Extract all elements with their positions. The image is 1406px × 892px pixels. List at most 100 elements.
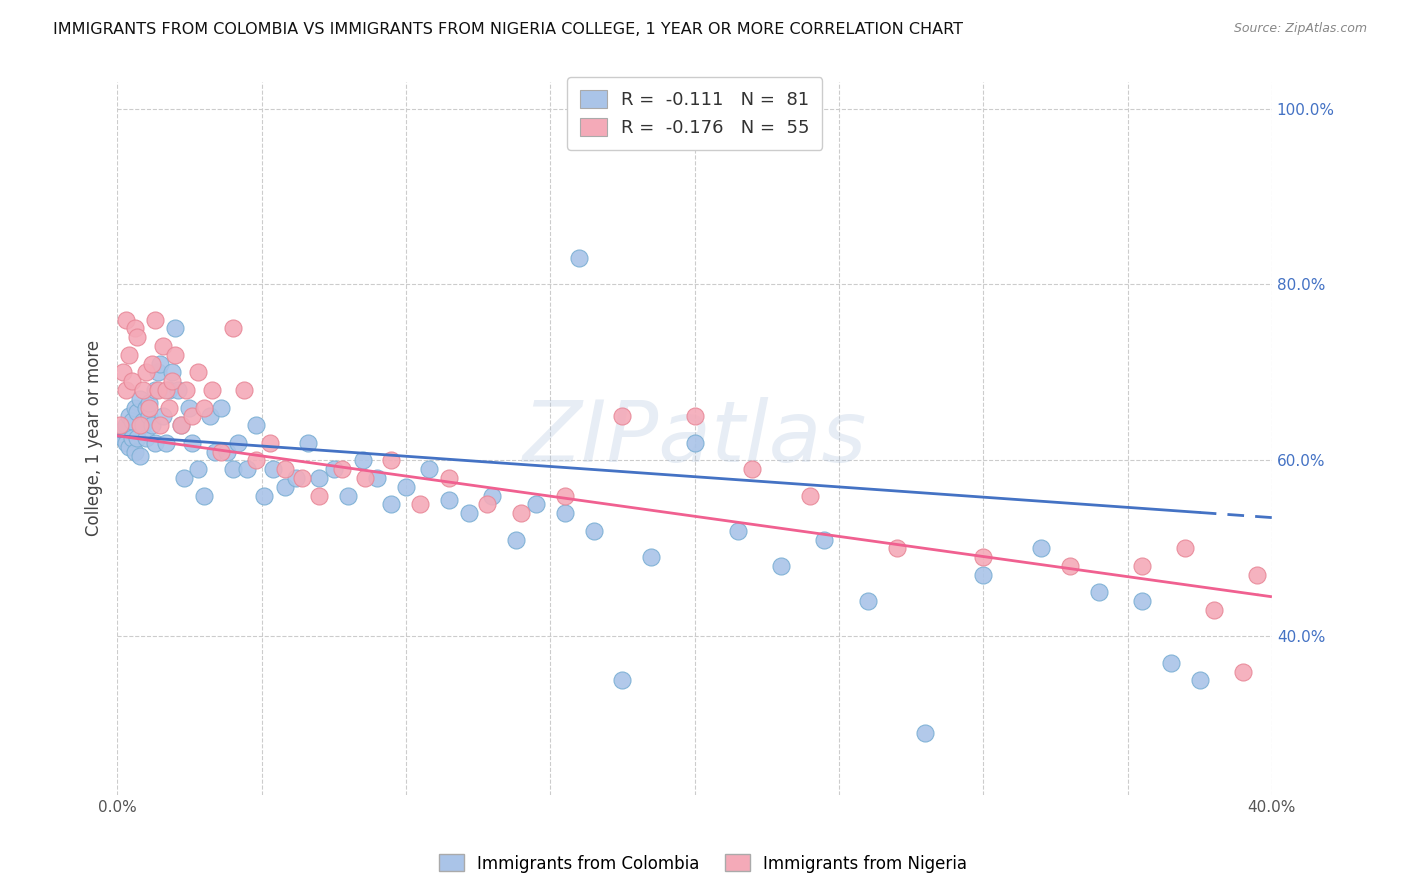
- Point: [409, 497, 432, 511]
- Point: [741, 462, 763, 476]
- Point: [179, 401, 201, 415]
- Point: [1246, 567, 1268, 582]
- Point: [554, 506, 576, 520]
- Point: [380, 497, 402, 511]
- Point: [221, 321, 243, 335]
- Point: [118, 409, 141, 424]
- Point: [198, 409, 221, 424]
- Point: [380, 453, 402, 467]
- Point: [170, 418, 193, 433]
- Point: [568, 251, 591, 265]
- Point: [132, 414, 155, 428]
- Point: [524, 497, 547, 511]
- Point: [253, 489, 276, 503]
- Point: [259, 435, 281, 450]
- Point: [127, 432, 149, 446]
- Legend: Immigrants from Colombia, Immigrants from Nigeria: Immigrants from Colombia, Immigrants fro…: [432, 847, 974, 880]
- Point: [612, 409, 634, 424]
- Point: [683, 409, 706, 424]
- Point: [170, 418, 193, 433]
- Point: [157, 383, 180, 397]
- Point: [187, 462, 209, 476]
- Point: [308, 471, 330, 485]
- Point: [683, 435, 706, 450]
- Legend: R =  -0.111   N =  81, R =  -0.176   N =  55: R = -0.111 N = 81, R = -0.176 N = 55: [567, 77, 823, 150]
- Point: [770, 559, 793, 574]
- Point: [111, 432, 134, 446]
- Point: [886, 541, 908, 556]
- Point: [155, 383, 177, 397]
- Point: [221, 462, 243, 476]
- Point: [510, 506, 533, 520]
- Point: [193, 489, 215, 503]
- Point: [228, 435, 250, 450]
- Point: [352, 453, 374, 467]
- Point: [138, 409, 160, 424]
- Point: [201, 383, 224, 397]
- Point: [111, 423, 134, 437]
- Point: [245, 418, 267, 433]
- Point: [727, 524, 749, 538]
- Point: [166, 383, 188, 397]
- Point: [135, 401, 157, 415]
- Point: [914, 726, 936, 740]
- Point: [354, 471, 377, 485]
- Point: [129, 392, 152, 406]
- Point: [856, 594, 879, 608]
- Point: [233, 383, 256, 397]
- Point: [437, 471, 460, 485]
- Text: ZIPatlas: ZIPatlas: [523, 397, 866, 480]
- Point: [132, 383, 155, 397]
- Point: [121, 374, 143, 388]
- Point: [138, 396, 160, 410]
- Point: [297, 435, 319, 450]
- Point: [1232, 665, 1254, 679]
- Point: [554, 489, 576, 503]
- Point: [291, 471, 314, 485]
- Point: [135, 366, 157, 380]
- Point: [149, 418, 172, 433]
- Point: [108, 427, 131, 442]
- Point: [612, 673, 634, 688]
- Point: [1204, 603, 1226, 617]
- Point: [115, 418, 138, 433]
- Point: [458, 506, 481, 520]
- Point: [146, 366, 169, 380]
- Point: [143, 312, 166, 326]
- Point: [157, 401, 180, 415]
- Point: [124, 401, 146, 415]
- Point: [209, 444, 232, 458]
- Point: [115, 383, 138, 397]
- Point: [215, 444, 238, 458]
- Point: [187, 366, 209, 380]
- Point: [204, 444, 226, 458]
- Point: [143, 435, 166, 450]
- Point: [1130, 559, 1153, 574]
- Point: [273, 480, 295, 494]
- Point: [124, 444, 146, 458]
- Point: [160, 374, 183, 388]
- Point: [972, 567, 994, 582]
- Point: [1029, 541, 1052, 556]
- Point: [118, 440, 141, 454]
- Point: [366, 471, 388, 485]
- Point: [273, 462, 295, 476]
- Point: [475, 497, 498, 511]
- Point: [582, 524, 605, 538]
- Point: [118, 348, 141, 362]
- Point: [160, 366, 183, 380]
- Point: [152, 339, 174, 353]
- Point: [505, 533, 527, 547]
- Point: [127, 405, 149, 419]
- Text: IMMIGRANTS FROM COLOMBIA VS IMMIGRANTS FROM NIGERIA COLLEGE, 1 YEAR OR MORE CORR: IMMIGRANTS FROM COLOMBIA VS IMMIGRANTS F…: [53, 22, 963, 37]
- Point: [236, 462, 259, 476]
- Point: [245, 453, 267, 467]
- Point: [111, 366, 134, 380]
- Point: [181, 435, 204, 450]
- Point: [418, 462, 440, 476]
- Point: [1174, 541, 1197, 556]
- Point: [1130, 594, 1153, 608]
- Point: [640, 550, 662, 565]
- Point: [141, 357, 163, 371]
- Point: [1188, 673, 1211, 688]
